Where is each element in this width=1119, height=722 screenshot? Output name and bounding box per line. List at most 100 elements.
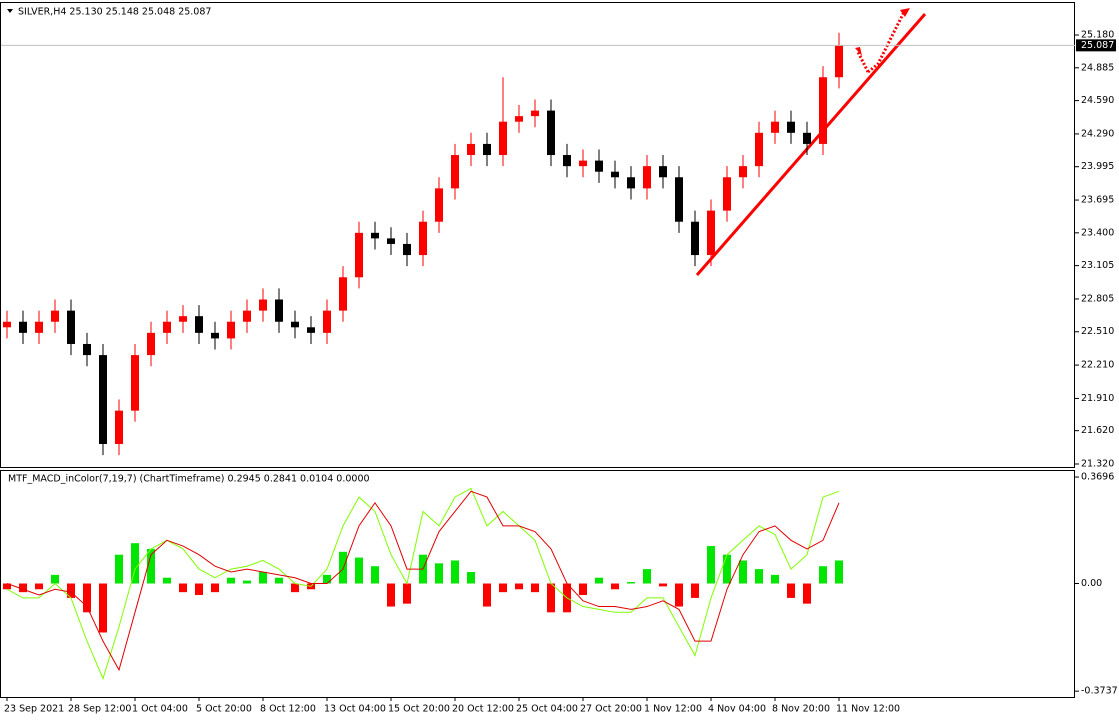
candle-body (659, 166, 667, 178)
price-panel-frame (0, 2, 1075, 468)
histogram-bar (771, 574, 779, 584)
histogram-bar (259, 571, 267, 584)
histogram-bar (467, 571, 475, 584)
candle-body (611, 171, 619, 178)
candle-body (531, 110, 539, 117)
x-tick-label: 1 Nov 12:00 (644, 704, 702, 715)
candle-body (3, 321, 11, 328)
y-tick-label: 25.180 (1081, 30, 1114, 41)
histogram-bar (707, 546, 715, 584)
histogram-bar (3, 583, 11, 590)
x-tick-label: 1 Oct 04:00 (132, 704, 188, 715)
candle-body (307, 327, 315, 333)
histogram-bar (435, 563, 443, 584)
histogram-bar (163, 577, 171, 584)
candle-body (819, 77, 827, 144)
candle-body (739, 166, 747, 178)
candle-body (691, 221, 699, 256)
histogram-bar (339, 551, 347, 584)
candle-body (595, 160, 603, 172)
histogram-bar (355, 557, 363, 584)
histogram-bar (547, 583, 555, 613)
histogram-bar (451, 560, 459, 584)
histogram-bar (179, 583, 187, 593)
candle-body (403, 243, 411, 256)
candle-body (755, 132, 763, 167)
histogram-bar (243, 580, 251, 584)
candle-body (371, 232, 379, 239)
y-tick-label: 23.400 (1081, 227, 1114, 238)
y-tick-label: 21.620 (1081, 425, 1114, 436)
histogram-bar (227, 577, 235, 584)
y-tick-label: 24.885 (1081, 62, 1114, 73)
candle-body (787, 121, 795, 133)
candle-body (339, 277, 347, 311)
y-tick-label: 22.805 (1081, 293, 1114, 304)
macd-line (6, 490, 840, 672)
histogram-bar (611, 583, 619, 590)
candle-body (131, 355, 139, 411)
candle-body (19, 321, 27, 333)
candle-body (227, 321, 235, 339)
candle-body (147, 332, 155, 356)
histogram-bar (67, 583, 75, 598)
candle-body (451, 155, 459, 189)
candle-body (163, 321, 171, 333)
histogram-bar (115, 554, 123, 584)
candle-body (355, 232, 363, 278)
y-tick-label: 24.590 (1081, 95, 1114, 106)
candle-body (675, 177, 683, 222)
histogram-bar (739, 560, 747, 584)
histogram-bar (99, 583, 107, 633)
x-tick-label: 25 Oct 04:00 (516, 704, 578, 715)
histogram-bar (755, 569, 763, 584)
macd-line (6, 487, 840, 681)
histogram-bar (131, 543, 139, 584)
candle-body (707, 210, 715, 256)
histogram-bar (35, 583, 43, 590)
indicator-title: MTF_MACD_inColor(7,19,7) (ChartTimeframe… (8, 474, 370, 485)
histogram-bar (627, 582, 635, 584)
candle-body (83, 343, 91, 356)
candle-body (483, 143, 491, 156)
last-price-label: 25.087 (1081, 40, 1114, 51)
x-tick-label: 20 Oct 12:00 (452, 704, 514, 715)
candle-body (419, 221, 427, 256)
menu-arrow[interactable] (7, 9, 13, 13)
y-tick-label: 23.695 (1081, 195, 1114, 206)
y-tick-label: 24.290 (1081, 128, 1114, 139)
histogram-bar (531, 583, 539, 593)
candle-body (563, 155, 571, 167)
indicator-panel-frame (0, 470, 1075, 698)
candle-body (835, 45, 843, 78)
x-tick-label: 11 Nov 12:00 (836, 704, 900, 715)
trend-line[interactable] (695, 13, 927, 276)
histogram-bar (819, 566, 827, 584)
candle-body (643, 166, 651, 189)
candle-body (771, 121, 779, 133)
candle-body (275, 299, 283, 322)
candle-body (579, 160, 587, 167)
histogram-bar (291, 583, 299, 593)
histogram-bar (787, 583, 795, 598)
histogram-bar (147, 548, 155, 584)
y-tick-label: 0.3696 (1081, 472, 1114, 483)
candle-body (803, 132, 811, 144)
x-tick-label: 4 Nov 04:00 (708, 704, 766, 715)
candle-body (723, 177, 731, 211)
candle-body (67, 310, 75, 344)
candle-body (211, 332, 219, 339)
histogram-bar (595, 577, 603, 584)
y-tick-label: 22.210 (1081, 360, 1114, 371)
candle-body (195, 316, 203, 333)
histogram-bar (835, 560, 843, 584)
x-tick-label: 27 Oct 20:00 (580, 704, 642, 715)
candle-body (515, 116, 523, 122)
histogram-bar (675, 583, 683, 607)
candle-body (243, 310, 251, 322)
candle-body (291, 321, 299, 328)
histogram-bar (515, 583, 523, 590)
candle-body (499, 121, 507, 156)
candle-body (35, 321, 43, 333)
